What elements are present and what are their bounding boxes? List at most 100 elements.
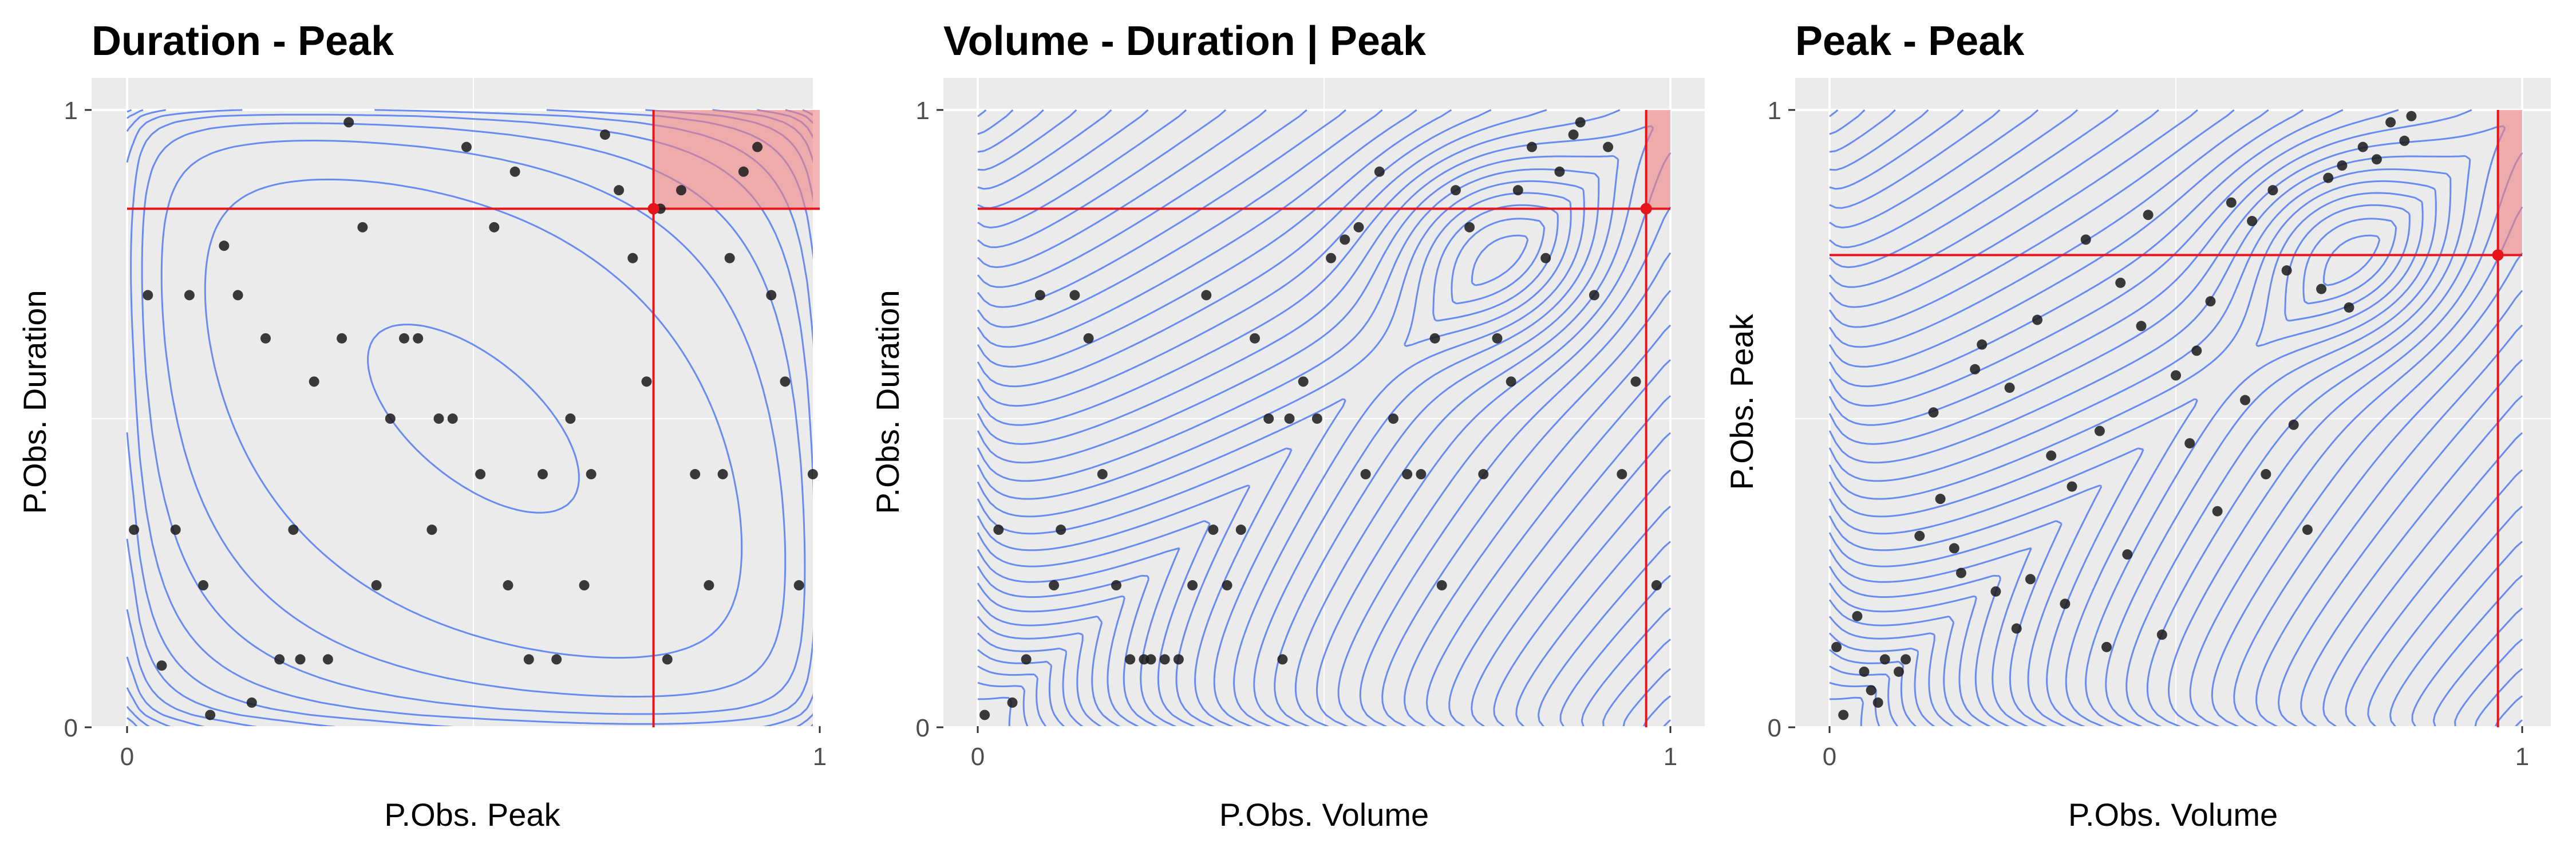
contour-line bbox=[1828, 204, 2411, 726]
panel-duration-peak: Duration - Peak P.Obs. Peak P.Obs. Durat… bbox=[17, 18, 827, 833]
contour-line bbox=[204, 178, 743, 659]
data-point bbox=[565, 413, 576, 424]
tick-marks bbox=[85, 109, 821, 733]
contour-line bbox=[1829, 109, 2523, 726]
contour-line bbox=[977, 109, 1672, 726]
data-point bbox=[1450, 185, 1461, 196]
data-point bbox=[2261, 469, 2271, 480]
contour-line bbox=[1828, 168, 2452, 726]
data-point bbox=[627, 253, 638, 263]
data-point bbox=[1083, 333, 1094, 344]
contour-line bbox=[977, 632, 1084, 726]
data-point bbox=[1402, 469, 1413, 480]
data-point bbox=[1111, 580, 1121, 591]
contour-line bbox=[367, 324, 580, 514]
contour-line bbox=[977, 547, 1180, 726]
data-point bbox=[2212, 506, 2223, 517]
contour-line bbox=[977, 109, 1672, 726]
data-point bbox=[1277, 654, 1288, 665]
contour-line bbox=[977, 234, 1529, 726]
data-point bbox=[2143, 210, 2154, 220]
contour-line bbox=[977, 109, 1672, 726]
plot-area bbox=[1788, 78, 2551, 733]
data-point bbox=[129, 525, 140, 535]
data-point bbox=[1575, 117, 1586, 128]
data-point bbox=[1540, 253, 1551, 263]
data-point bbox=[614, 185, 625, 196]
data-point bbox=[170, 525, 181, 535]
panel-title: Volume - Duration | Peak bbox=[943, 18, 1427, 64]
data-point bbox=[993, 525, 1004, 535]
contour-line bbox=[1828, 632, 1935, 726]
exceedance-region bbox=[2498, 110, 2522, 255]
contour-line bbox=[977, 109, 1672, 726]
contour-line bbox=[1829, 696, 1864, 726]
data-point bbox=[2385, 117, 2396, 128]
data-point bbox=[1263, 413, 1274, 424]
grid-lines bbox=[1795, 78, 2551, 728]
data-point bbox=[1097, 469, 1108, 480]
y-axis-label: P.Obs. Peak bbox=[1724, 313, 1760, 490]
data-point bbox=[246, 697, 257, 708]
contour-lines bbox=[1828, 109, 2523, 726]
data-point bbox=[1353, 222, 1364, 233]
data-point bbox=[1831, 641, 1842, 652]
data-point bbox=[1492, 333, 1503, 344]
data-point bbox=[1173, 654, 1184, 665]
critical-point bbox=[2492, 249, 2504, 261]
data-point bbox=[2094, 425, 2105, 436]
contour-line bbox=[977, 155, 1619, 726]
y-tick-label-max: 1 bbox=[64, 97, 78, 125]
data-point bbox=[1852, 610, 1863, 621]
contour-line bbox=[977, 109, 1671, 726]
data-point bbox=[704, 580, 714, 591]
contour-line bbox=[977, 180, 1585, 726]
data-point bbox=[2156, 629, 2167, 640]
data-point bbox=[1866, 685, 1876, 696]
data-point bbox=[232, 290, 243, 301]
data-point bbox=[2184, 438, 2195, 449]
data-point bbox=[1201, 290, 1212, 301]
contour-line bbox=[977, 109, 1671, 726]
data-point bbox=[766, 290, 777, 301]
data-point bbox=[475, 469, 486, 480]
data-point bbox=[2323, 172, 2334, 183]
data-point bbox=[1970, 364, 1981, 375]
y-tick-label-max: 1 bbox=[916, 97, 930, 125]
data-point bbox=[2399, 135, 2410, 146]
data-point bbox=[143, 290, 153, 301]
data-point bbox=[1464, 222, 1475, 233]
data-point bbox=[2025, 574, 2036, 585]
contour-line bbox=[160, 140, 787, 698]
data-point bbox=[599, 129, 610, 140]
data-point bbox=[2136, 321, 2147, 332]
data-point bbox=[2191, 345, 2202, 356]
data-point bbox=[1374, 166, 1385, 177]
data-point bbox=[1935, 494, 1946, 505]
data-point bbox=[322, 654, 333, 665]
data-point bbox=[1326, 253, 1337, 263]
data-point bbox=[337, 333, 347, 344]
data-point bbox=[1512, 185, 1523, 196]
contour-line bbox=[1828, 192, 2424, 726]
data-point bbox=[509, 166, 520, 177]
data-point bbox=[399, 333, 409, 344]
data-point bbox=[2302, 525, 2313, 535]
data-point bbox=[198, 580, 209, 591]
contour-line bbox=[1828, 125, 2506, 726]
data-point bbox=[2267, 185, 2278, 196]
data-point bbox=[1859, 666, 1870, 677]
data-point bbox=[343, 117, 354, 128]
data-point bbox=[1034, 290, 1045, 301]
data-point bbox=[676, 185, 686, 196]
data-point bbox=[538, 469, 548, 480]
contour-line bbox=[977, 616, 1102, 726]
y-tick-label-max: 1 bbox=[1768, 97, 1781, 125]
data-point bbox=[1879, 654, 1890, 665]
data-point bbox=[2316, 283, 2327, 294]
plot-area bbox=[937, 78, 1705, 733]
data-point bbox=[738, 166, 749, 177]
data-point bbox=[1222, 580, 1232, 591]
contour-line bbox=[977, 204, 1559, 726]
data-points bbox=[1831, 111, 2417, 720]
